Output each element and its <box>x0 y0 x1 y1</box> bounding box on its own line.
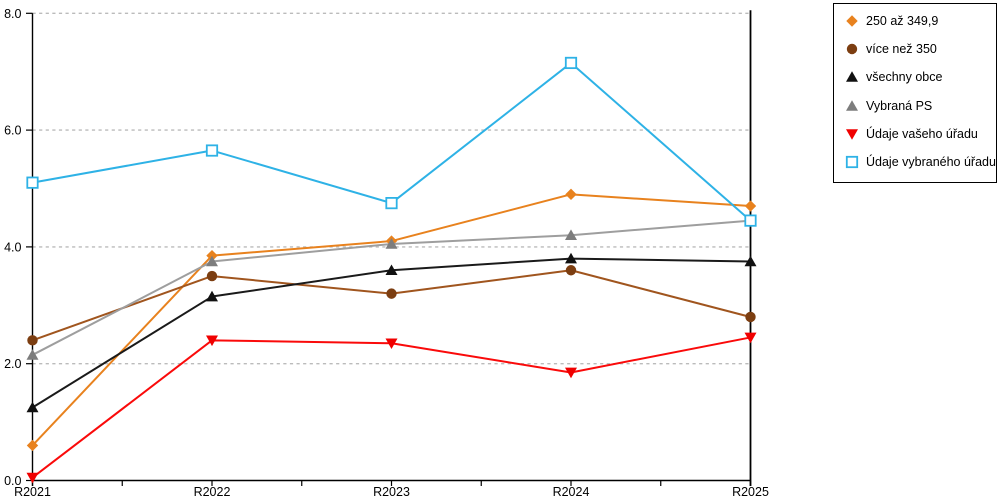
square-open-icon <box>205 144 219 157</box>
circle-icon <box>386 288 397 299</box>
triangle-up-icon <box>846 71 858 83</box>
triangle-up-icon <box>565 229 577 241</box>
series-line <box>31 336 751 479</box>
x-tick-label: R2021 <box>14 485 51 499</box>
circle-icon <box>565 265 577 276</box>
series-4 <box>26 332 757 484</box>
diamond-icon <box>744 200 757 212</box>
square-open-icon <box>744 214 757 227</box>
triangle-up-icon <box>26 349 39 360</box>
triangle-up-icon <box>744 255 757 267</box>
triangle-up-icon <box>385 264 398 276</box>
series-0 <box>26 188 757 452</box>
triangle-up-icon <box>206 255 218 267</box>
legend-item[interactable]: 250 až 349,9 <box>845 13 992 28</box>
legend-item[interactable]: Vybraná PS <box>845 98 992 113</box>
diamond-icon <box>565 188 577 201</box>
series-2 <box>26 252 757 413</box>
triangle-up-icon <box>846 99 858 111</box>
series-line <box>31 193 751 447</box>
legend-item[interactable]: Údaje vašeho úřadu <box>845 127 992 142</box>
triangle-down-icon <box>385 338 398 350</box>
triangle-down-icon <box>846 129 858 140</box>
x-tick-label: R2022 <box>194 485 231 499</box>
triangle-up-icon <box>565 252 577 264</box>
y-tick-label: 4.0 <box>4 240 21 254</box>
triangle-up-icon <box>846 99 858 111</box>
square-open-icon <box>564 56 578 70</box>
legend-item-label: všechny obce <box>866 70 943 85</box>
diamond-icon <box>846 14 858 27</box>
legend: 250 až 349,9 více než 350 všechny obce Vybr… <box>833 3 997 183</box>
diamond-icon <box>26 439 39 452</box>
triangle-down-icon <box>565 367 577 379</box>
y-tick-label: 0.0 <box>4 474 21 488</box>
series-line <box>32 269 751 342</box>
triangle-down-icon <box>846 129 858 140</box>
circle-icon <box>745 311 756 323</box>
square-open-icon <box>26 176 39 189</box>
legend-item-label: více než 350 <box>866 41 937 56</box>
series-line <box>32 61 752 222</box>
triangle-up-icon <box>846 71 858 83</box>
y-tick-label: 8.0 <box>4 7 21 21</box>
y-tick-label: 2.0 <box>4 357 21 371</box>
triangle-down-icon <box>744 332 757 344</box>
triangle-up-icon <box>26 401 39 413</box>
circle-icon <box>206 270 218 282</box>
x-tick-label: R2023 <box>373 485 410 499</box>
circle-icon <box>27 335 38 346</box>
legend-item[interactable]: Údaje vybraného úřadu <box>845 155 996 170</box>
triangle-down-icon <box>26 472 39 484</box>
diamond-icon <box>846 14 858 27</box>
legend-item[interactable]: více než 350 <box>845 41 992 56</box>
series-line <box>31 257 751 409</box>
square-open-icon <box>385 196 398 210</box>
legend-item-label: Údaje vašeho úřadu <box>866 127 978 142</box>
circle-icon <box>846 43 858 55</box>
series-5 <box>26 56 757 227</box>
circle-icon <box>846 43 858 55</box>
square-open-icon <box>845 156 859 169</box>
square-open-icon <box>845 156 859 169</box>
triangle-up-icon <box>206 290 218 302</box>
triangle-up-icon <box>385 238 398 249</box>
legend-item-label: Vybraná PS <box>866 98 933 113</box>
legend-item-label: Údaje vybraného úřadu <box>866 155 996 170</box>
x-tick-label: R2025 <box>732 485 769 499</box>
triangle-down-icon <box>206 335 218 347</box>
series-1 <box>27 265 756 346</box>
legend-item[interactable]: všechny obce <box>845 70 992 85</box>
y-tick-label: 6.0 <box>4 124 21 138</box>
legend-item-label: 250 až 349,9 <box>866 13 939 28</box>
diamond-icon <box>206 249 218 262</box>
x-tick-label: R2024 <box>553 485 590 499</box>
